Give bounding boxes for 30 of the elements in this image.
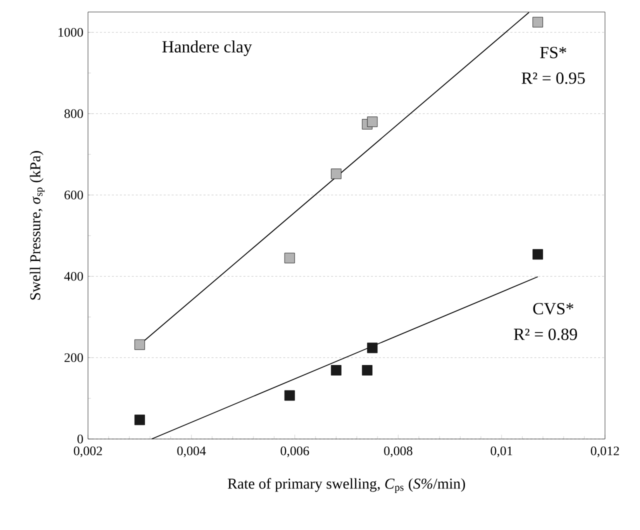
x-tick-label: 0,006: [280, 446, 310, 458]
point: [362, 365, 372, 376]
point: [284, 252, 295, 264]
y-tick-label: 600: [64, 190, 83, 200]
text: CVS*: [533, 303, 574, 315]
series-label: FS*: [540, 46, 566, 58]
x-tick-label: 0,004: [177, 446, 206, 458]
y-axis-title: Swell Pressure, σ$_{sp}$ (kPa): [30, 151, 45, 300]
annotation: R² = 0.89: [514, 328, 577, 340]
y-tick-label: 800: [64, 109, 83, 118]
y-tick-label: 0: [77, 434, 83, 444]
y-tick-label: 400: [64, 272, 83, 281]
x-tick-label: 0,01: [490, 446, 512, 458]
annotation: Handere clay: [162, 40, 252, 56]
point: [367, 342, 378, 354]
point: [330, 365, 342, 376]
x-axis-title: Rate of primary swelling, C$_{ps}$ (S%/min): [228, 478, 465, 493]
point: [134, 339, 145, 350]
y-tick-label: 1000: [58, 28, 83, 37]
x-tick-label: 0,012: [590, 446, 619, 458]
annotation: R² = 0.95: [522, 72, 585, 84]
point: [532, 249, 543, 260]
point: [532, 16, 543, 28]
y-tick-label: 200: [64, 353, 83, 362]
x-tick-label: 0,002: [74, 446, 102, 458]
point: [134, 414, 145, 426]
x-tick-label: 0,008: [384, 446, 412, 458]
point: [284, 390, 295, 401]
point: [367, 116, 378, 127]
point: [330, 168, 342, 180]
